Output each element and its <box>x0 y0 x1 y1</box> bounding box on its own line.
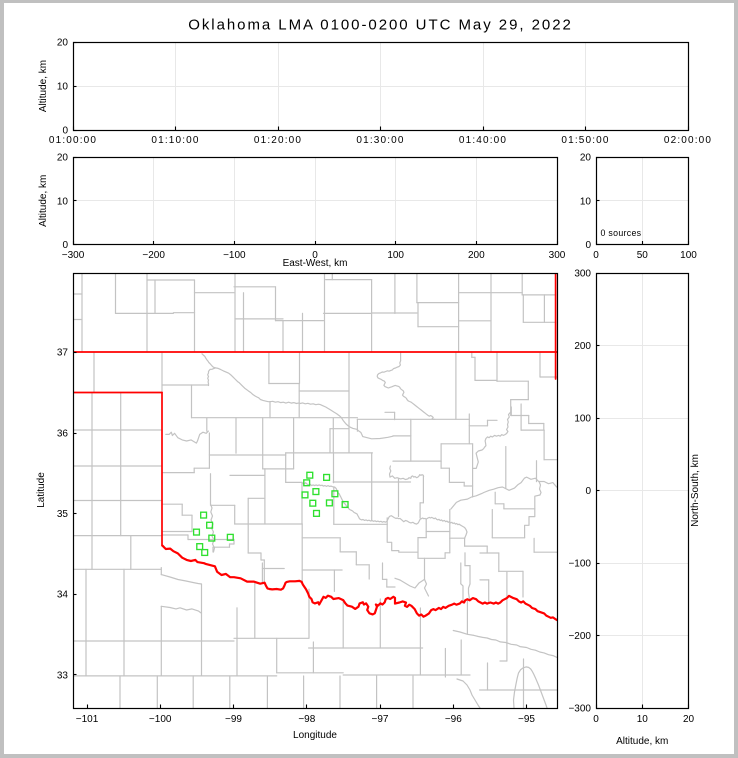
svg-text:10: 10 <box>637 714 649 725</box>
svg-text:01:40:00: 01:40:00 <box>459 135 507 146</box>
svg-text:−95: −95 <box>518 714 535 725</box>
svg-text:37: 37 <box>57 348 69 359</box>
svg-text:01:30:00: 01:30:00 <box>356 135 404 146</box>
svg-text:Altitude, km: Altitude, km <box>616 736 668 747</box>
svg-text:−300: −300 <box>62 250 85 261</box>
svg-text:Longitude: Longitude <box>293 730 337 741</box>
svg-text:200: 200 <box>468 250 485 261</box>
svg-text:50: 50 <box>637 250 649 261</box>
svg-text:100: 100 <box>680 250 697 261</box>
svg-text:36: 36 <box>57 429 69 440</box>
svg-text:−200: −200 <box>142 250 165 261</box>
svg-text:200: 200 <box>574 341 591 352</box>
svg-text:10: 10 <box>57 196 69 207</box>
svg-text:−99: −99 <box>225 714 242 725</box>
svg-text:0: 0 <box>312 250 318 261</box>
svg-text:−200: −200 <box>568 631 591 642</box>
svg-text:01:50:00: 01:50:00 <box>561 135 609 146</box>
svg-text:−100: −100 <box>223 250 246 261</box>
svg-text:100: 100 <box>387 250 404 261</box>
svg-text:−300: −300 <box>568 704 591 715</box>
svg-text:35: 35 <box>57 509 69 520</box>
svg-text:−100: −100 <box>568 559 591 570</box>
svg-text:20: 20 <box>683 714 695 725</box>
svg-text:01:20:00: 01:20:00 <box>254 135 302 146</box>
svg-text:300: 300 <box>574 269 591 280</box>
svg-text:10: 10 <box>580 196 592 207</box>
svg-text:01:00:00: 01:00:00 <box>49 135 97 146</box>
svg-text:0: 0 <box>593 250 599 261</box>
svg-text:−97: −97 <box>372 714 389 725</box>
svg-text:North-South, km: North-South, km <box>690 454 701 527</box>
svg-text:0: 0 <box>585 240 591 251</box>
svg-text:01:10:00: 01:10:00 <box>151 135 199 146</box>
svg-text:0 sources: 0 sources <box>601 228 642 238</box>
svg-text:34: 34 <box>57 590 69 601</box>
svg-text:−101: −101 <box>76 714 99 725</box>
svg-text:33: 33 <box>57 670 69 681</box>
svg-text:300: 300 <box>549 250 566 261</box>
svg-text:Altitude, km: Altitude, km <box>38 175 49 227</box>
svg-text:Oklahoma LMA 0100-0200 UTC May: Oklahoma LMA 0100-0200 UTC May 29, 2022 <box>188 17 573 34</box>
svg-text:0: 0 <box>62 240 68 251</box>
svg-text:Altitude, km: Altitude, km <box>38 60 49 112</box>
svg-text:10: 10 <box>57 82 69 93</box>
svg-text:−96: −96 <box>445 714 462 725</box>
svg-text:−98: −98 <box>298 714 315 725</box>
svg-text:Latitude: Latitude <box>36 472 47 508</box>
svg-text:20: 20 <box>57 153 69 164</box>
svg-text:−100: −100 <box>149 714 172 725</box>
svg-text:East-West, km: East-West, km <box>283 258 348 269</box>
svg-text:20: 20 <box>580 153 592 164</box>
svg-text:100: 100 <box>574 414 591 425</box>
svg-text:02:00:00: 02:00:00 <box>664 135 712 146</box>
svg-text:0: 0 <box>585 486 591 497</box>
svg-text:0: 0 <box>593 714 599 725</box>
svg-text:0: 0 <box>62 126 68 137</box>
svg-text:20: 20 <box>57 38 69 49</box>
